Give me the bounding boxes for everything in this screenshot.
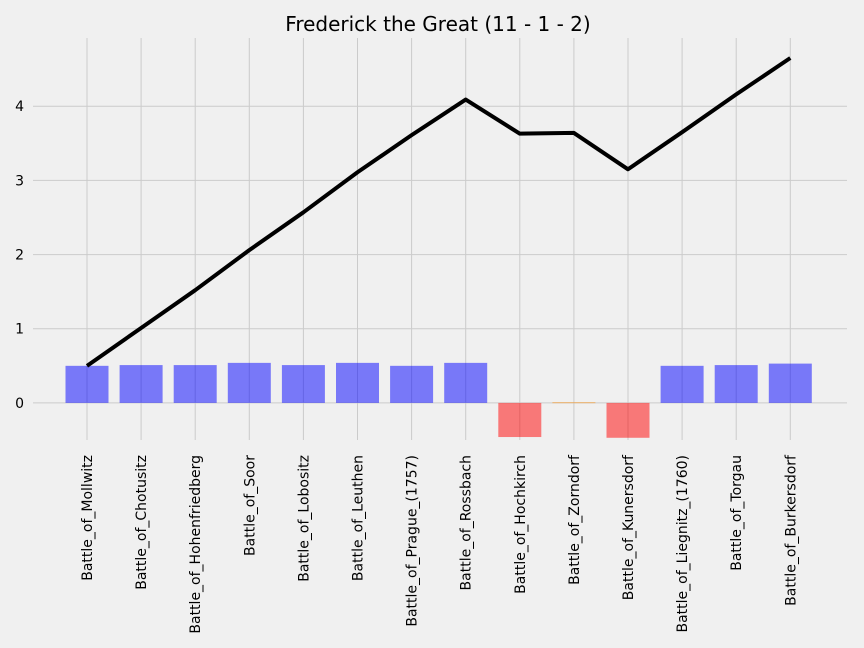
- bar: [119, 365, 163, 403]
- bar: [281, 365, 325, 403]
- y-tick-labels: 0 1 2 3 4: [15, 99, 24, 412]
- x-tick-label: Battle_of_Chotusitz: [134, 455, 150, 590]
- bar: [444, 362, 488, 403]
- x-tick-label: Battle_of_Kunersdorf: [621, 454, 637, 600]
- x-tick-label: Battle_of_Zorndorf: [567, 454, 583, 585]
- x-tick-label: Battle_of_Mollwitz: [80, 455, 96, 581]
- y-tick-label: 3: [15, 173, 24, 189]
- bar: [552, 402, 596, 404]
- x-tick-label: Battle_of_Liegnitz_(1760): [675, 455, 691, 633]
- bar: [390, 365, 434, 403]
- y-tick-label: 2: [15, 248, 24, 264]
- x-tick-label: Battle_of_Soor: [242, 455, 258, 556]
- x-tick-label: Battle_of_Rossbach: [459, 455, 475, 590]
- bar: [498, 402, 542, 438]
- chart-title: Frederick the Great (11 - 1 - 2): [285, 12, 590, 36]
- y-tick-label: 1: [15, 322, 24, 338]
- bar: [173, 365, 217, 403]
- line-series: [85, 56, 792, 368]
- y-tick-label: 0: [15, 396, 24, 412]
- bars: [65, 362, 812, 438]
- x-tick-label: Battle_of_Torgau: [729, 455, 745, 571]
- bar: [336, 362, 379, 403]
- x-tick-label: Battle_of_Hohenfriedberg: [188, 455, 204, 634]
- x-tick-label: Battle_of_Lobositz: [296, 455, 312, 582]
- bar: [606, 402, 650, 438]
- x-tick-labels: Battle_of_Mollwitz Battle_of_Chotusitz Bat…: [80, 454, 799, 634]
- x-tick-label: Battle_of_Burkersdorf: [783, 454, 799, 606]
- x-tick-label: Battle_of_Prague_(1757): [405, 455, 421, 627]
- bar: [227, 362, 271, 403]
- x-tick-label: Battle_of_Leuthen: [351, 455, 367, 581]
- cumulative-line: [85, 56, 792, 368]
- y-tick-label: 4: [15, 99, 24, 115]
- bar: [768, 363, 812, 403]
- bar: [714, 365, 758, 403]
- bar: [65, 365, 109, 403]
- bar: [660, 365, 704, 403]
- x-tick-label: Battle_of_Hochkirch: [513, 455, 529, 594]
